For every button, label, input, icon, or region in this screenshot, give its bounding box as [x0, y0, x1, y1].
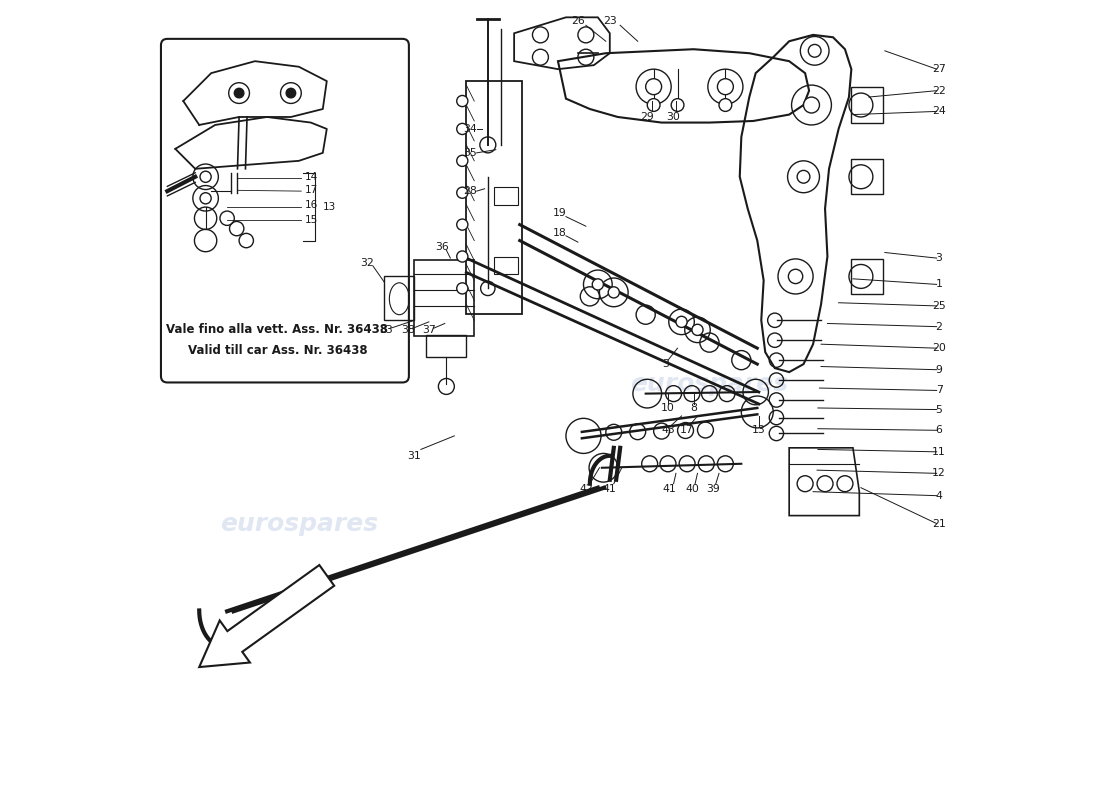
Text: eurospares: eurospares [630, 372, 789, 396]
Text: 37: 37 [422, 325, 436, 335]
Text: 41: 41 [662, 484, 676, 494]
Circle shape [808, 45, 821, 57]
Text: 17: 17 [305, 185, 318, 194]
Text: 13: 13 [322, 202, 335, 212]
Text: 11: 11 [932, 447, 946, 457]
Circle shape [692, 324, 703, 335]
Text: 36: 36 [436, 242, 449, 252]
Text: 10: 10 [661, 403, 675, 413]
Text: 26: 26 [571, 16, 585, 26]
Text: 35: 35 [463, 148, 477, 158]
Bar [851, 159, 883, 194]
Text: 8: 8 [690, 403, 697, 413]
Text: 25: 25 [932, 301, 946, 311]
Circle shape [456, 123, 468, 134]
Bar [494, 257, 518, 274]
FancyArrow shape [199, 565, 334, 667]
Text: 12: 12 [932, 468, 946, 478]
Text: Vale fino alla vett. Ass. Nr. 36438: Vale fino alla vett. Ass. Nr. 36438 [166, 323, 388, 336]
Text: 22: 22 [932, 86, 946, 96]
Bar [384, 277, 415, 320]
Circle shape [456, 187, 468, 198]
Text: 29: 29 [640, 112, 654, 122]
Text: 2: 2 [936, 322, 943, 332]
Bar [415, 261, 474, 336]
Circle shape [286, 88, 296, 98]
Text: 7: 7 [936, 386, 943, 395]
Text: 3: 3 [936, 253, 943, 263]
Circle shape [200, 193, 211, 204]
Text: eurospares: eurospares [220, 511, 378, 535]
Circle shape [671, 98, 684, 111]
Circle shape [676, 316, 688, 327]
Text: Valid till car Ass. Nr. 36438: Valid till car Ass. Nr. 36438 [187, 344, 367, 357]
Text: 23: 23 [603, 16, 617, 26]
Text: 14: 14 [305, 172, 318, 182]
Bar [851, 87, 883, 122]
Circle shape [456, 219, 468, 230]
Circle shape [647, 98, 660, 111]
Text: 43: 43 [661, 426, 675, 435]
Circle shape [592, 279, 604, 290]
Text: 3: 3 [662, 359, 669, 369]
Text: 42: 42 [579, 484, 593, 494]
Text: 38: 38 [402, 325, 415, 335]
Text: 16: 16 [305, 201, 318, 210]
Text: 32: 32 [360, 258, 374, 268]
Circle shape [456, 95, 468, 106]
Text: 17: 17 [680, 426, 694, 435]
Text: 4: 4 [936, 490, 943, 501]
Bar [494, 187, 518, 205]
Text: 30: 30 [666, 112, 680, 122]
Text: 1: 1 [936, 279, 943, 290]
Circle shape [456, 155, 468, 166]
Circle shape [719, 98, 732, 111]
Text: 40: 40 [685, 484, 698, 494]
Circle shape [789, 270, 803, 284]
Text: 27: 27 [932, 64, 946, 74]
Circle shape [234, 88, 244, 98]
Text: 24: 24 [932, 106, 946, 117]
Text: 34: 34 [463, 124, 477, 134]
Text: 41: 41 [603, 484, 617, 494]
Text: 5: 5 [936, 405, 943, 414]
Text: 20: 20 [932, 343, 946, 353]
Text: 6: 6 [936, 426, 943, 435]
Circle shape [717, 78, 734, 94]
Circle shape [608, 286, 619, 298]
Bar [851, 259, 883, 294]
Text: 28: 28 [463, 186, 477, 196]
Circle shape [803, 97, 820, 113]
Text: 33: 33 [379, 325, 394, 335]
Circle shape [456, 283, 468, 294]
Text: 13: 13 [752, 426, 766, 435]
Text: 9: 9 [936, 365, 943, 374]
Text: eurospares: eurospares [220, 273, 378, 297]
Text: 31: 31 [408, 451, 421, 461]
Text: 15: 15 [305, 215, 318, 225]
Text: 19: 19 [552, 208, 567, 218]
Text: 21: 21 [932, 518, 946, 529]
Text: 39: 39 [706, 484, 721, 494]
Text: 18: 18 [552, 227, 567, 238]
FancyBboxPatch shape [161, 39, 409, 382]
Circle shape [798, 170, 810, 183]
Circle shape [646, 78, 661, 94]
Circle shape [200, 171, 211, 182]
Bar [427, 334, 466, 357]
Circle shape [456, 251, 468, 262]
